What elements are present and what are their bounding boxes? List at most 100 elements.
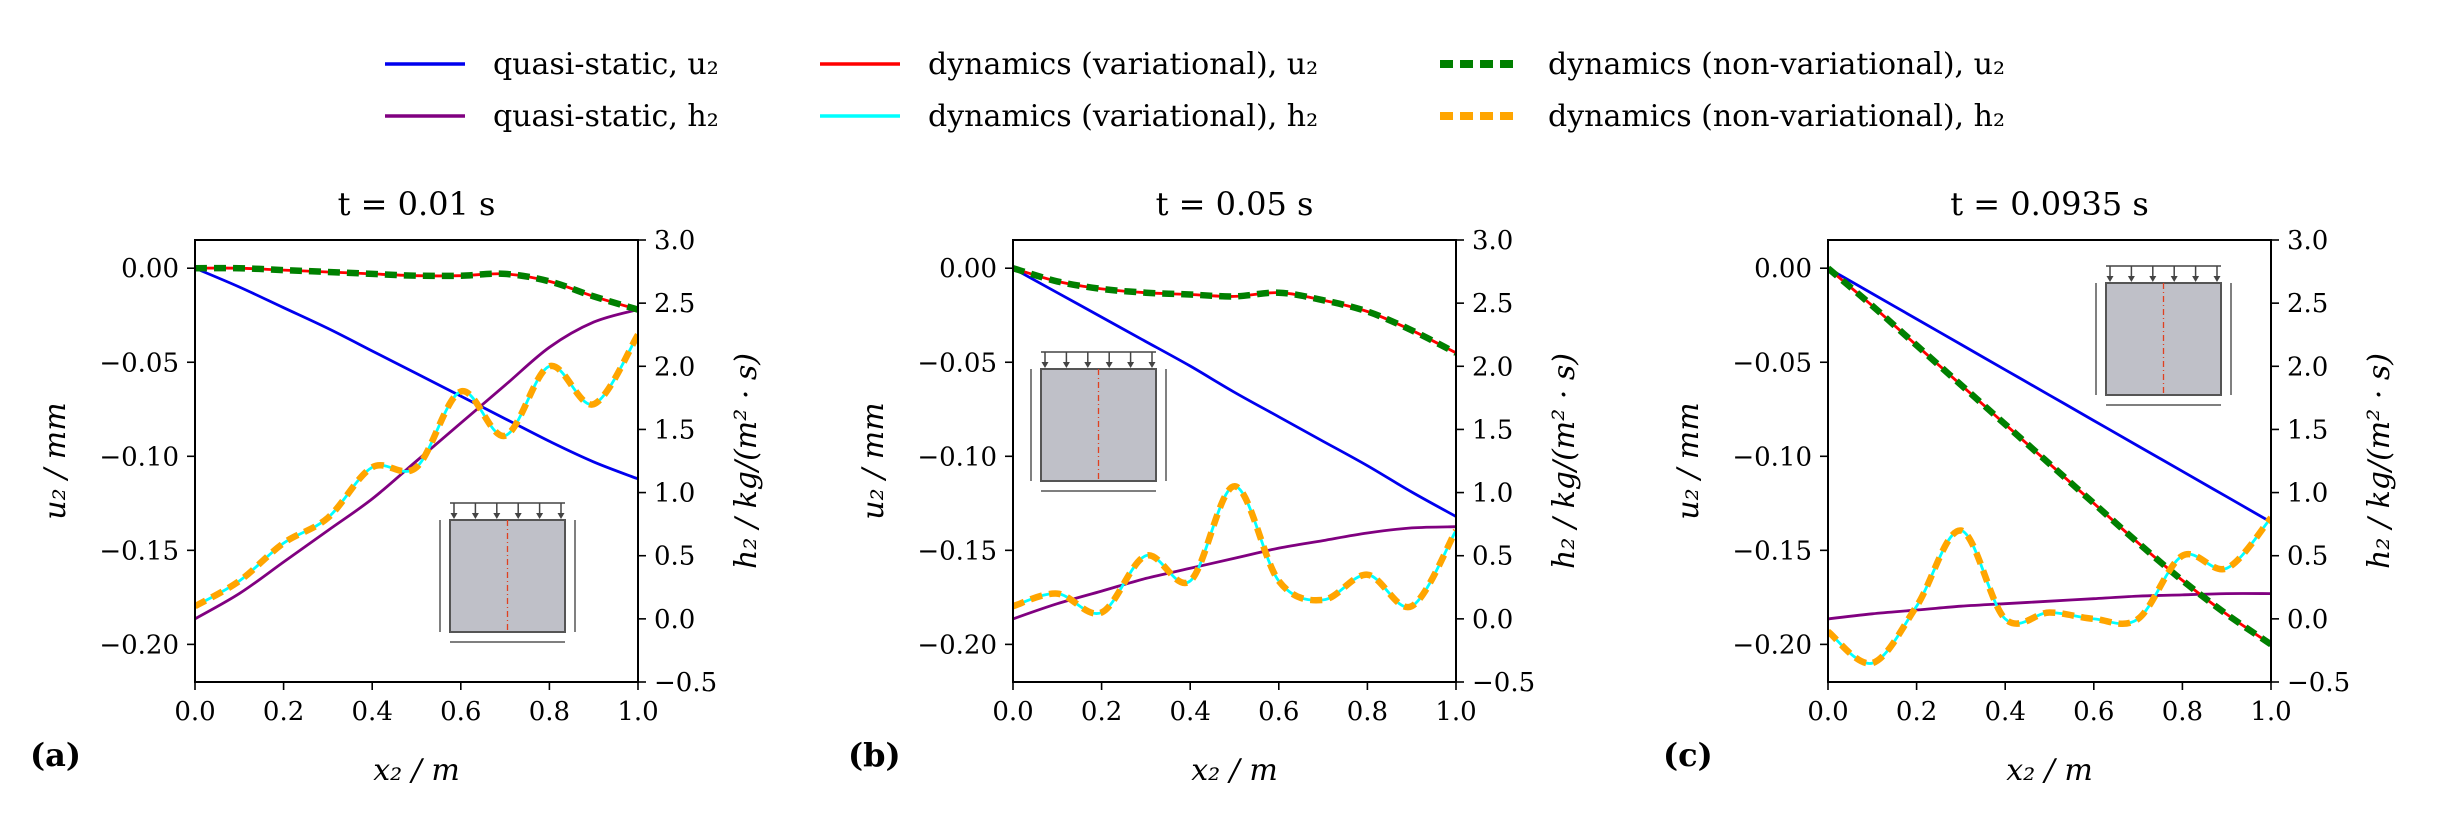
load-arrow-head <box>1063 362 1070 368</box>
panel-title: t = 0.0935 s <box>1950 185 2149 223</box>
y-left-axis-label: u₂ / mm <box>1671 402 1706 519</box>
y-right-tick-label: 2.5 <box>1472 289 1513 319</box>
load-arrow-head <box>2171 276 2178 282</box>
x-tick-label: 0.6 <box>440 697 481 727</box>
load-arrow-head <box>515 513 522 519</box>
x-axis-label: x₂ / m <box>1191 753 1278 788</box>
x-tick-label: 0.0 <box>992 697 1033 727</box>
x-tick-label: 0.4 <box>1985 697 2026 727</box>
load-arrow-head <box>536 513 543 519</box>
y-right-tick-label: 0.5 <box>1472 542 1513 572</box>
y-left-axis-label: u₂ / mm <box>856 402 891 519</box>
y-right-tick-label: 1.0 <box>1472 479 1513 509</box>
panel-label: (a) <box>30 736 81 774</box>
chart-panel: t = 0.05 s (b) 0.0 0.2 0.4 0.6 0.8 1.0 0.00 −0.05… <box>848 185 1582 788</box>
series-line <box>195 268 638 310</box>
y-right-axis-label: h₂ / kg/(m² · s) <box>729 353 764 569</box>
y-right-tick-label: 0.5 <box>2287 542 2328 572</box>
x-tick-label: 0.4 <box>1170 697 1211 727</box>
panels: t = 0.01 s (a) 0.0 0.2 0.4 0.6 0.8 1.0 0.00 −0.05… <box>30 185 2397 788</box>
legend-label: dynamics (variational), h₂ <box>928 99 1318 134</box>
series-line <box>195 268 638 479</box>
chart-panel: t = 0.01 s (a) 0.0 0.2 0.4 0.6 0.8 1.0 0.00 −0.05… <box>30 185 764 788</box>
series-line <box>1013 268 1456 353</box>
load-arrow-head <box>1042 362 1049 368</box>
x-tick-label: 0.2 <box>1896 697 1937 727</box>
legend-label: dynamics (non-variational), h₂ <box>1548 99 2005 134</box>
y-left-tick-label: −0.05 <box>99 348 179 378</box>
y-right-tick-label: 3.0 <box>2287 226 2328 256</box>
y-right-axis-label: h₂ / kg/(m² · s) <box>2362 353 2397 569</box>
x-tick-label: 0.0 <box>174 697 215 727</box>
x-tick-label: 1.0 <box>2250 697 2291 727</box>
legend-label: dynamics (non-variational), u₂ <box>1548 47 2005 82</box>
y-right-tick-label: 2.5 <box>654 289 695 319</box>
load-arrow-head <box>451 513 458 519</box>
y-left-tick-label: −0.15 <box>99 536 179 566</box>
panel-label: (b) <box>848 736 901 774</box>
y-left-tick-label: −0.10 <box>99 442 179 472</box>
x-tick-label: 0.0 <box>1807 697 1848 727</box>
load-arrow-head <box>558 513 565 519</box>
legend-label: quasi-static, h₂ <box>493 99 719 134</box>
y-left-tick-label: −0.05 <box>1732 348 1812 378</box>
y-left-tick-label: −0.10 <box>1732 442 1812 472</box>
load-arrow-head <box>2214 276 2221 282</box>
y-left-tick-label: 0.00 <box>121 254 179 284</box>
load-arrow-head <box>1106 362 1113 368</box>
y-right-tick-label: 3.0 <box>654 226 695 256</box>
y-right-tick-label: 2.0 <box>1472 352 1513 382</box>
y-left-tick-label: −0.20 <box>1732 630 1812 660</box>
x-tick-label: 0.2 <box>263 697 304 727</box>
series-line <box>1013 268 1456 353</box>
panel-title: t = 0.05 s <box>1156 185 1314 223</box>
y-left-tick-label: −0.05 <box>917 348 997 378</box>
x-tick-label: 0.8 <box>529 697 570 727</box>
legend-entry: dynamics (variational), h₂ <box>820 99 1318 134</box>
y-right-tick-label: 1.5 <box>2287 415 2328 445</box>
y-left-tick-label: −0.20 <box>917 630 997 660</box>
load-arrow-head <box>493 513 500 519</box>
load-arrow-head <box>2149 276 2156 282</box>
figure: quasi-static, u₂ quasi-static, h₂ dynamics… <box>0 0 2451 814</box>
y-right-tick-label: 1.0 <box>2287 479 2328 509</box>
y-right-tick-label: 0.5 <box>654 542 695 572</box>
y-right-tick-label: 1.5 <box>1472 415 1513 445</box>
series-line <box>1828 518 2271 664</box>
x-axis-label: x₂ / m <box>2006 753 2093 788</box>
y-left-tick-label: −0.10 <box>917 442 997 472</box>
legend-entry: dynamics (non-variational), u₂ <box>1440 47 2005 82</box>
x-tick-label: 0.4 <box>352 697 393 727</box>
y-left-tick-label: −0.15 <box>917 536 997 566</box>
load-arrow-head <box>2107 276 2114 282</box>
panel-label: (c) <box>1663 736 1713 774</box>
y-right-tick-label: 0.0 <box>2287 605 2328 635</box>
x-tick-label: 0.6 <box>1258 697 1299 727</box>
legend-entry: dynamics (non-variational), h₂ <box>1440 99 2005 134</box>
legend-label: dynamics (variational), u₂ <box>928 47 1318 82</box>
plot-area <box>195 268 638 619</box>
y-right-tick-label: 1.0 <box>654 479 695 509</box>
y-right-tick-label: −0.5 <box>1472 668 1535 698</box>
inset-schematic <box>440 503 575 642</box>
y-left-tick-label: 0.00 <box>939 254 997 284</box>
load-arrow-head <box>1127 362 1134 368</box>
y-right-tick-label: −0.5 <box>2287 668 2350 698</box>
series-line <box>1013 486 1456 613</box>
y-left-tick-label: −0.15 <box>1732 536 1812 566</box>
series-line <box>195 335 638 607</box>
x-tick-label: 1.0 <box>1435 697 1476 727</box>
y-right-tick-label: 2.0 <box>654 352 695 382</box>
load-arrow-head <box>2192 276 2199 282</box>
load-arrow-head <box>472 513 479 519</box>
load-arrow-head <box>1084 362 1091 368</box>
y-right-tick-label: 2.0 <box>2287 352 2328 382</box>
y-left-axis-label: u₂ / mm <box>38 402 73 519</box>
y-right-tick-label: −0.5 <box>654 668 717 698</box>
x-tick-label: 0.6 <box>2073 697 2114 727</box>
load-arrow-head <box>2128 276 2135 282</box>
x-axis-label: x₂ / m <box>373 753 460 788</box>
y-right-axis-label: h₂ / kg/(m² · s) <box>1547 353 1582 569</box>
legend: quasi-static, u₂ quasi-static, h₂ dynamics… <box>385 47 2005 134</box>
legend-entry: quasi-static, u₂ <box>385 47 719 82</box>
